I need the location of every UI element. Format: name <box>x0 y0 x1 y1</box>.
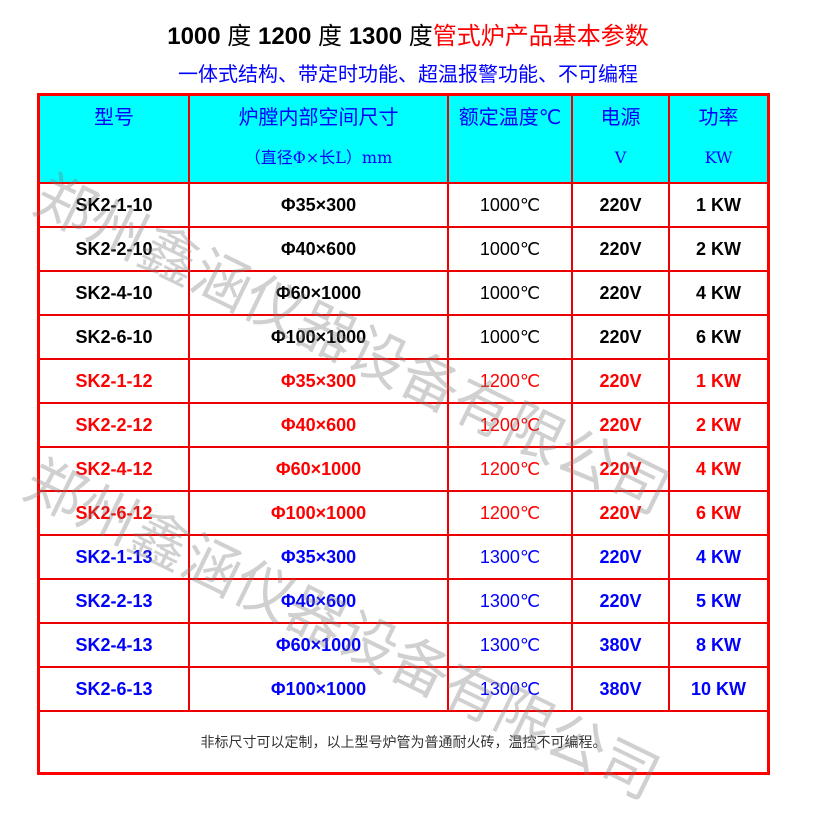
table-cell: 220V <box>571 578 670 624</box>
table-cell: SK2-2-10 <box>37 226 190 272</box>
table-cell: SK2-6-13 <box>37 666 190 712</box>
table-cell: SK2-2-13 <box>37 578 190 624</box>
table-cell: 220V <box>571 402 670 448</box>
table-cell: 8 KW <box>668 622 770 668</box>
table-row: SK2-2-10 Φ40×600 1000℃ 220V 2 KW <box>37 226 770 272</box>
header-line2: V <box>614 148 627 167</box>
page-title: 1000 度 1200 度 1300 度管式炉产品基本参数 <box>0 16 816 51</box>
table-row: SK2-4-12 Φ60×1000 1200℃ 220V 4 KW <box>37 446 770 492</box>
table-cell: Φ40×600 <box>188 578 449 624</box>
table-cell: 2 KW <box>668 226 770 272</box>
table-cell: 220V <box>571 490 670 536</box>
table-cell: 6 KW <box>668 314 770 360</box>
table-cell: SK2-1-13 <box>37 534 190 580</box>
table-cell: SK2-2-12 <box>37 402 190 448</box>
table-cell: 1000℃ <box>447 314 573 360</box>
subtitle: 一体式结构、带定时功能、超温报警功能、不可编程 <box>178 64 638 86</box>
table-cell: 1000℃ <box>447 270 573 316</box>
table-row: SK2-6-13 Φ100×1000 1300℃ 380V 10 KW <box>37 666 770 712</box>
column-header: 型号 <box>37 93 190 184</box>
table-row: SK2-2-12 Φ40×600 1200℃ 220V 2 KW <box>37 402 770 448</box>
table-cell: 1200℃ <box>447 446 573 492</box>
table-cell: 220V <box>571 270 670 316</box>
table-cell: SK2-4-12 <box>37 446 190 492</box>
table-cell: 220V <box>571 446 670 492</box>
table-cell: 1000℃ <box>447 182 573 228</box>
table-cell: 220V <box>571 314 670 360</box>
table-row: SK2-1-13 Φ35×300 1300℃ 220V 4 KW <box>37 534 770 580</box>
table-cell: 220V <box>571 358 670 404</box>
title-red: 管式炉产品基本参数 <box>432 23 649 50</box>
title-deg: 度 <box>227 22 252 50</box>
header-line2: KW <box>704 148 733 167</box>
title-deg: 度 <box>318 22 343 50</box>
table-cell: 4 KW <box>668 534 770 580</box>
table-row: SK2-1-10 Φ35×300 1000℃ 220V 1 KW <box>37 182 770 228</box>
table-cell: Φ60×1000 <box>188 446 449 492</box>
header-line1: 炉膛内部空间尺寸 <box>238 107 399 129</box>
header-line1: 型号 <box>94 107 134 129</box>
table-cell: 4 KW <box>668 446 770 492</box>
title-1000: 1000 <box>167 23 221 50</box>
header-line2: （直径Φ×长L）mm <box>244 148 393 167</box>
table-cell: 1 KW <box>668 182 770 228</box>
table-cell: 380V <box>571 666 670 712</box>
column-header: 功率 KW <box>668 93 770 184</box>
table-row: SK2-6-10 Φ100×1000 1000℃ 220V 6 KW <box>37 314 770 360</box>
table-cell: 2 KW <box>668 402 770 448</box>
header-line1: 功率 <box>698 107 739 129</box>
table-cell: Φ40×600 <box>188 402 449 448</box>
footnote-row: 非标尺寸可以定制，以上型号炉管为普通耐火砖，温控不可编程。 <box>37 710 770 775</box>
column-header: 额定温度℃ <box>447 93 573 184</box>
table-cell: 6 KW <box>668 490 770 536</box>
table-row: SK2-1-12 Φ35×300 1200℃ 220V 1 KW <box>37 358 770 404</box>
footnote: 非标尺寸可以定制，以上型号炉管为普通耐火砖，温控不可编程。 <box>37 710 770 775</box>
header-line1: 额定温度℃ <box>458 107 562 129</box>
column-header: 炉膛内部空间尺寸 （直径Φ×长L）mm <box>188 93 449 184</box>
table-cell: Φ40×600 <box>188 226 449 272</box>
table-cell: 220V <box>571 226 670 272</box>
table-cell: SK2-4-10 <box>37 270 190 316</box>
title-deg: 度 <box>408 22 433 50</box>
table-cell: 1300℃ <box>447 622 573 668</box>
header-line1: 电源 <box>600 107 641 129</box>
table-row: SK2-6-12 Φ100×1000 1200℃ 220V 6 KW <box>37 490 770 536</box>
table-cell: 220V <box>571 182 670 228</box>
table-cell: 1200℃ <box>447 490 573 536</box>
table-cell: 10 KW <box>668 666 770 712</box>
table-cell: 5 KW <box>668 578 770 624</box>
spec-table: 型号 炉膛内部空间尺寸 （直径Φ×长L）mm 额定温度℃ 电源 V 功率 KW SK2-1-1… <box>37 93 770 775</box>
table-cell: 220V <box>571 534 670 580</box>
table-cell: 1200℃ <box>447 358 573 404</box>
table-cell: 1 KW <box>668 358 770 404</box>
table-cell: SK2-1-10 <box>37 182 190 228</box>
table-cell: 1300℃ <box>447 578 573 624</box>
table-cell: Φ100×1000 <box>188 314 449 360</box>
table-cell: Φ100×1000 <box>188 490 449 536</box>
table-cell: SK2-6-10 <box>37 314 190 360</box>
table-cell: SK2-6-12 <box>37 490 190 536</box>
table-cell: Φ35×300 <box>188 182 449 228</box>
title-1200: 1200 <box>257 23 312 50</box>
table-cell: SK2-4-13 <box>37 622 190 668</box>
column-header: 电源 V <box>571 93 670 184</box>
title-1300: 1300 <box>348 23 403 50</box>
table-cell: Φ100×1000 <box>188 666 449 712</box>
table-cell: 1200℃ <box>447 402 573 448</box>
table-cell: Φ60×1000 <box>188 270 449 316</box>
table-cell: 1300℃ <box>447 666 573 712</box>
table-row: SK2-2-13 Φ40×600 1300℃ 220V 5 KW <box>37 578 770 624</box>
table-row: SK2-4-13 Φ60×1000 1300℃ 380V 8 KW <box>37 622 770 668</box>
table-cell: SK2-1-12 <box>37 358 190 404</box>
table-row: SK2-4-10 Φ60×1000 1000℃ 220V 4 KW <box>37 270 770 316</box>
table-cell: Φ60×1000 <box>188 622 449 668</box>
table-cell: Φ35×300 <box>188 534 449 580</box>
table-cell: 1000℃ <box>447 226 573 272</box>
table-cell: 4 KW <box>668 270 770 316</box>
table-cell: Φ35×300 <box>188 358 449 404</box>
table-cell: 380V <box>571 622 670 668</box>
table-cell: 1300℃ <box>447 534 573 580</box>
